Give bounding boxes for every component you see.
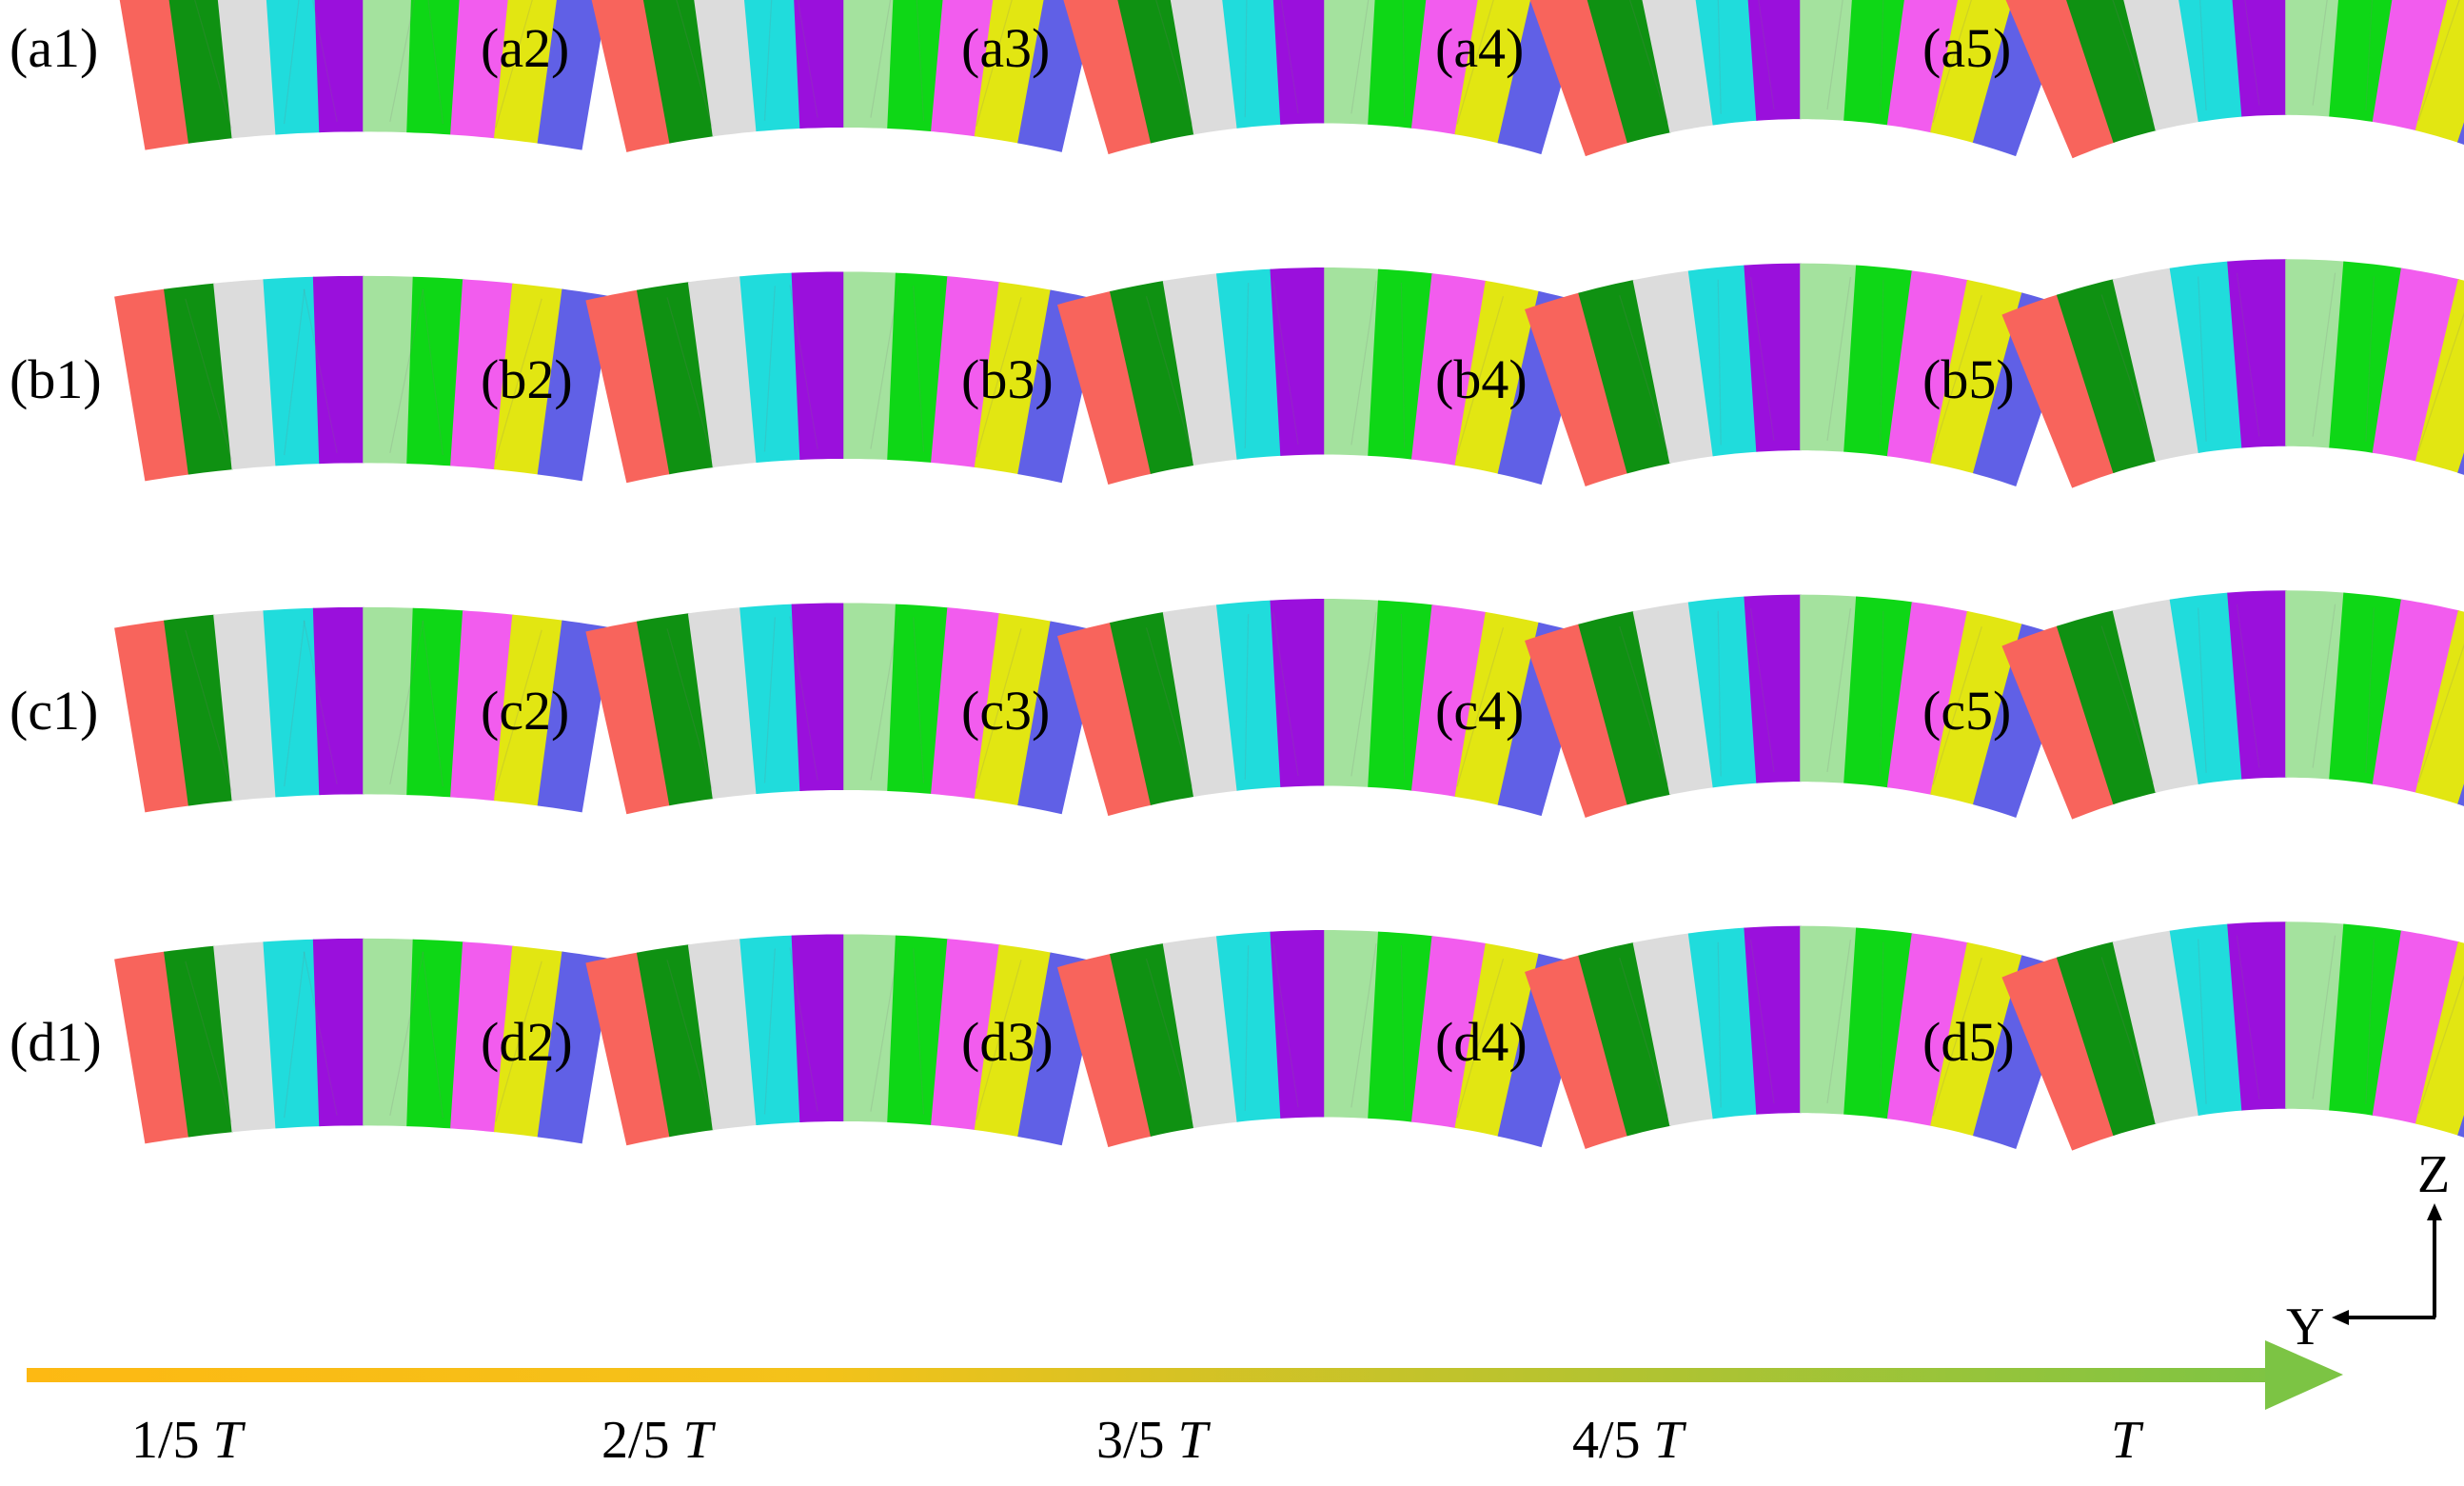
panel-label-a3: (a3)	[961, 21, 1050, 76]
beam-stripe	[792, 272, 844, 459]
panel-label-d1: (d1)	[10, 1015, 102, 1070]
z-axis-arrowhead	[2427, 1203, 2442, 1220]
panel-label-a4: (a4)	[1435, 21, 1524, 76]
panel-label-a1: (a1)	[10, 21, 98, 76]
coordinate-axes	[2332, 1203, 2442, 1325]
beam-b5	[2002, 260, 2464, 487]
panel-label-b5: (b5)	[1922, 352, 2015, 407]
time-label-3: 3/5 T	[1096, 1414, 1208, 1467]
beam-c5	[2002, 591, 2464, 819]
beam-stripe	[314, 0, 365, 131]
panel-label-d5: (d5)	[1922, 1015, 2015, 1070]
time-label-1: 1/5 T	[131, 1414, 243, 1467]
beam-d5	[2002, 922, 2464, 1150]
panel-label-d2: (d2)	[481, 1015, 573, 1070]
time-label-4: 4/5 T	[1572, 1414, 1684, 1467]
beam-stripe	[364, 0, 414, 131]
beam-stripe	[1271, 931, 1325, 1118]
panel-grid	[115, 0, 2464, 1150]
time-arrow-shaft	[27, 1368, 2301, 1382]
panel-label-b2: (b2)	[481, 352, 573, 407]
beam-stripe	[844, 935, 897, 1121]
y-axis-label: Y	[2286, 1300, 2324, 1354]
panel-label-a2: (a2)	[481, 21, 569, 76]
beam-stripe	[364, 608, 413, 795]
beam-stripe	[792, 0, 844, 128]
panel-label-d3: (d3)	[961, 1015, 1054, 1070]
beam-stripe	[314, 608, 364, 795]
z-axis-label: Z	[2417, 1148, 2450, 1201]
beam-stripe	[844, 604, 897, 790]
panel-label-c2: (c2)	[481, 684, 569, 739]
panel-label-c4: (c4)	[1435, 684, 1524, 739]
time-label-5: T	[2111, 1414, 2140, 1467]
panel-label-a5: (a5)	[1922, 21, 2011, 76]
beam-stripe	[792, 935, 844, 1121]
beam-stripe	[364, 940, 413, 1126]
beam-stripe	[844, 272, 897, 459]
y-axis-arrowhead	[2332, 1310, 2349, 1325]
beam-a5	[2001, 0, 2464, 157]
panel-label-c5: (c5)	[1922, 684, 2011, 739]
panel-label-b3: (b3)	[961, 352, 1054, 407]
beam-stripe	[1271, 268, 1325, 455]
beam-stripe	[314, 940, 364, 1126]
beam-stripe	[1271, 600, 1325, 786]
time-arrow	[27, 1340, 2343, 1410]
time-label-2: 2/5 T	[601, 1414, 713, 1467]
beam-stripe	[792, 604, 844, 790]
panel-label-b4: (b4)	[1435, 352, 1528, 407]
beam-stripe	[364, 277, 413, 464]
panel-label-b1: (b1)	[10, 352, 102, 407]
panel-label-d4: (d4)	[1435, 1015, 1528, 1070]
panel-label-c3: (c3)	[961, 684, 1050, 739]
beam-stripe	[314, 277, 364, 464]
panel-label-c1: (c1)	[10, 684, 98, 739]
